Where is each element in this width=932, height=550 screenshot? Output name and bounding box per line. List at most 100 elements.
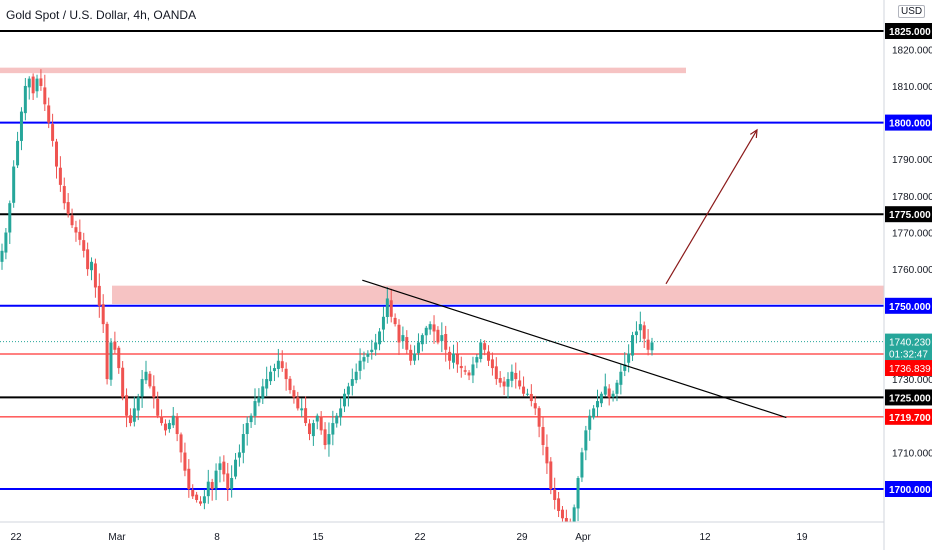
candle xyxy=(514,372,518,380)
x-tick-label: 22 xyxy=(10,532,22,543)
candle xyxy=(47,105,51,123)
candle xyxy=(358,360,362,371)
candle xyxy=(572,507,576,522)
candle xyxy=(288,378,292,391)
y-tick-label: 1760.000 xyxy=(892,265,932,276)
candle xyxy=(218,463,222,470)
candle xyxy=(39,78,43,86)
candle xyxy=(416,342,420,354)
candle xyxy=(529,393,533,402)
candle xyxy=(506,379,510,387)
candle xyxy=(444,334,448,350)
candle xyxy=(272,368,276,372)
candle xyxy=(451,353,455,363)
candle xyxy=(584,430,588,451)
candle xyxy=(249,415,253,423)
candle xyxy=(191,490,195,497)
candle xyxy=(315,415,319,422)
candle xyxy=(615,382,619,394)
x-tick-label: 19 xyxy=(796,532,808,543)
level-tag-label: 1725.000 xyxy=(889,393,931,404)
candle xyxy=(257,397,261,403)
countdown-label: 01:32:47 xyxy=(889,350,928,361)
level-tag xyxy=(885,23,932,39)
candle xyxy=(12,166,16,203)
candle xyxy=(132,408,136,422)
currency-button[interactable]: USD xyxy=(898,5,926,18)
candle xyxy=(522,386,526,394)
candle xyxy=(307,423,311,435)
candle xyxy=(261,386,265,399)
candle xyxy=(8,203,12,233)
trendline xyxy=(362,279,787,419)
candle xyxy=(160,416,164,424)
candle xyxy=(467,372,471,376)
candle xyxy=(350,379,354,386)
candle xyxy=(206,481,210,497)
y-tick-label: 1730.000 xyxy=(892,375,932,386)
candle xyxy=(140,379,144,397)
candle xyxy=(245,423,249,435)
candle xyxy=(237,452,241,458)
projection-arrow xyxy=(665,129,758,285)
candle xyxy=(596,401,600,408)
candle xyxy=(311,423,315,437)
candle xyxy=(553,489,557,500)
plot-area xyxy=(0,30,884,522)
candle xyxy=(171,415,175,426)
candle xyxy=(502,381,506,387)
candle xyxy=(109,342,113,380)
candle xyxy=(479,342,483,359)
candle xyxy=(455,354,459,365)
candle xyxy=(210,482,214,489)
level-tag xyxy=(885,408,932,425)
x-tick-label: 8 xyxy=(214,532,220,543)
candle xyxy=(588,415,592,430)
candle xyxy=(401,335,405,342)
candle xyxy=(362,357,366,362)
candle xyxy=(564,517,568,522)
candle xyxy=(93,263,97,288)
candle xyxy=(432,324,436,332)
candle xyxy=(525,393,529,395)
level-tag-label: 1800.000 xyxy=(889,119,931,130)
candle xyxy=(646,339,650,350)
candle xyxy=(66,202,70,215)
candle xyxy=(405,337,409,350)
candle xyxy=(483,343,487,350)
candle xyxy=(459,365,463,369)
candle xyxy=(86,249,90,270)
candle xyxy=(642,325,646,339)
candle xyxy=(607,388,611,398)
candle xyxy=(101,304,105,325)
candle xyxy=(381,316,385,330)
candle xyxy=(378,331,382,345)
candle xyxy=(43,87,47,105)
level-tag-label: 1719.700 xyxy=(889,413,931,424)
candle xyxy=(187,468,191,489)
level-tag xyxy=(885,206,932,223)
candle xyxy=(78,231,82,240)
candle xyxy=(541,427,545,446)
candle xyxy=(27,78,31,88)
candle xyxy=(331,423,335,435)
candle xyxy=(230,478,234,489)
candle xyxy=(152,386,156,398)
y-tick-label: 1710.000 xyxy=(892,448,932,459)
candle xyxy=(471,364,475,376)
candle xyxy=(549,461,553,489)
candle xyxy=(611,393,615,397)
candle xyxy=(393,317,397,325)
candle xyxy=(627,353,631,363)
candle xyxy=(265,379,269,389)
candle xyxy=(463,370,467,372)
candle xyxy=(580,452,584,478)
candle xyxy=(19,111,23,141)
candle xyxy=(121,367,125,398)
candle xyxy=(241,434,245,453)
candle xyxy=(397,324,401,343)
current-price-tag xyxy=(885,333,932,362)
candle xyxy=(385,298,389,318)
candle xyxy=(487,351,491,361)
